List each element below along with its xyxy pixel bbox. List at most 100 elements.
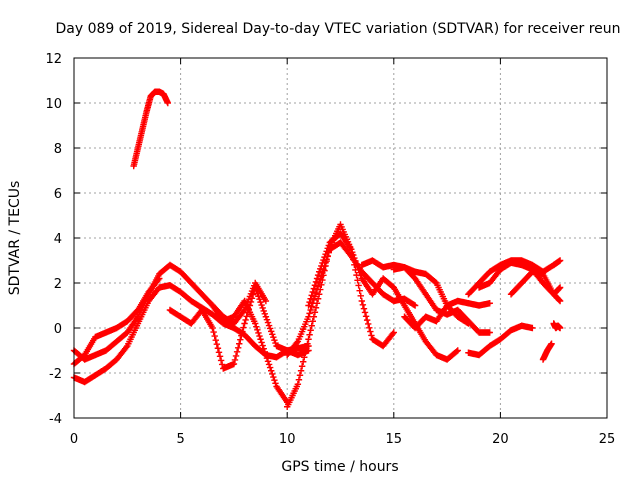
data-point-marker [307,327,314,334]
data-point-marker [319,259,326,267]
data-point-marker [357,272,364,279]
data-point-marker [308,303,315,310]
data-point-marker [262,313,270,320]
data-point-marker [465,320,472,327]
data-point-marker [368,332,375,339]
series-arc-4 [70,275,163,368]
data-point-marker [320,256,327,264]
data-point-marker [314,271,322,279]
data-point-marker [266,364,274,371]
data-point-marker [259,342,266,349]
data-point-marker [323,248,330,255]
data-point-marker [263,316,271,323]
data-point-marker [257,336,264,343]
data-point-marker [317,276,324,283]
data-point-marker [315,291,323,298]
series-arc-16 [465,322,536,359]
data-point-marker [307,306,314,314]
data-point-marker [486,300,493,307]
data-point-marker [237,336,244,343]
data-point-marker [302,349,309,356]
data-point-marker [356,269,363,276]
x-tick-label: 20 [492,432,509,447]
data-point-marker [314,283,322,290]
data-point-marker [305,336,312,343]
data-point-marker [301,354,308,361]
data-point-marker [454,347,461,354]
data-point-marker [362,313,370,320]
y-tick-label: 0 [54,322,62,337]
data-point-marker [309,300,316,307]
data-point-marker [216,353,224,360]
data-point-marker [306,331,313,338]
data-point-marker [308,322,315,329]
data-point-marker [315,279,323,287]
data-point-marker [296,372,304,379]
data-point-marker [367,328,374,335]
data-point-marker [556,297,564,305]
data-point-marker [262,297,270,305]
data-point-marker [390,329,397,336]
data-point-marker [218,361,226,368]
data-point-marker [411,302,419,309]
data-point-marker [361,309,369,316]
series-arc-6 [209,279,270,327]
data-point-marker [325,242,332,249]
data-point-marker [389,330,396,338]
data-point-marker [231,356,239,364]
series-arc-10 [358,257,493,336]
data-point-marker [234,344,242,351]
data-point-marker [271,377,278,384]
data-point-marker [305,302,312,309]
data-series [70,88,564,410]
data-point-marker [313,275,321,282]
data-point-marker [304,340,311,347]
data-point-marker [155,276,162,284]
data-point-marker [299,358,307,365]
data-point-marker [307,295,314,302]
data-point-marker [258,339,265,346]
data-point-marker [264,319,272,326]
data-point-marker [347,246,355,253]
data-point-marker [268,328,275,335]
data-point-marker [214,345,222,352]
data-point-marker [355,266,362,273]
data-point-marker [313,286,321,293]
data-point-marker [358,297,366,305]
data-point-marker [312,278,320,286]
data-point-marker [256,332,263,340]
y-tick-label: 12 [45,52,62,67]
y-tick-label: 4 [54,232,62,247]
data-point-marker [270,373,277,381]
data-point-marker [319,269,326,277]
data-point-marker [311,293,319,300]
y-tick-label: -2 [49,367,62,382]
series-arc-3 [130,88,172,170]
data-point-marker [242,316,249,324]
series-arc-17 [539,340,555,363]
x-tick-label: 15 [386,432,403,447]
data-point-marker [315,268,323,275]
data-point-marker [294,381,302,388]
data-point-marker [556,257,564,264]
data-point-marker [156,275,163,282]
data-point-marker [305,313,312,320]
x-tick-label: 0 [70,432,78,447]
x-tick-label: 25 [599,432,616,447]
series-arc-2 [70,282,312,386]
data-point-marker [265,322,273,329]
x-axis-label: GPS time / hours [281,459,398,475]
data-point-marker [233,348,241,356]
x-tick-label: 10 [279,432,296,447]
data-point-marker [352,257,359,265]
data-point-marker [269,370,276,378]
data-point-marker [312,289,320,297]
data-point-marker [310,285,318,292]
data-point-marker [246,302,254,309]
data-point-marker [297,367,305,374]
data-point-marker [322,251,329,258]
series-arc-18 [550,320,564,332]
data-point-marker [318,262,325,270]
series-arc-12 [390,264,472,327]
